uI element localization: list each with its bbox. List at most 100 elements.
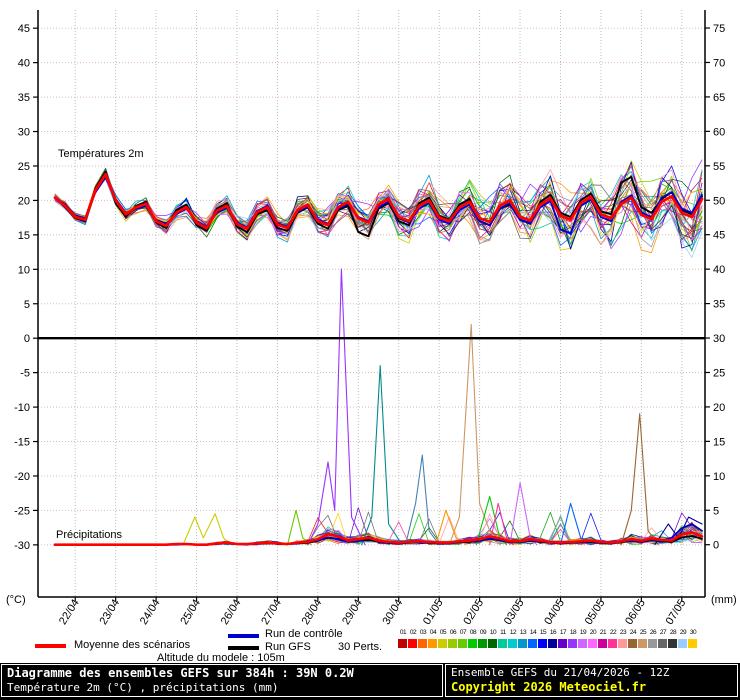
pert-number: 06 xyxy=(449,629,457,636)
pert-color-swatch xyxy=(408,639,417,648)
svg-text:(°C): (°C) xyxy=(6,594,26,606)
pert-color-swatch xyxy=(478,639,487,648)
pert-color-swatch xyxy=(618,639,627,648)
altitude-label: Altitude du modele : 105m xyxy=(157,652,285,664)
svg-text:30/04: 30/04 xyxy=(381,597,406,627)
svg-text:30: 30 xyxy=(18,127,30,139)
pert-color-swatch xyxy=(428,639,437,648)
chart-legend: Moyenne des scénarios Altitude du modele… xyxy=(0,626,740,664)
pert-color-swatch xyxy=(678,639,687,648)
pert-number: 24 xyxy=(629,629,637,636)
svg-text:01/05: 01/05 xyxy=(421,597,446,627)
svg-text:Précipitations: Précipitations xyxy=(56,529,123,541)
pert-color-swatch xyxy=(648,639,657,648)
svg-text:20: 20 xyxy=(18,195,30,207)
svg-text:50: 50 xyxy=(713,195,725,207)
svg-text:70: 70 xyxy=(713,57,725,69)
pert-color-swatch xyxy=(418,639,427,648)
svg-text:29/04: 29/04 xyxy=(340,597,365,627)
svg-text:15: 15 xyxy=(713,436,725,448)
svg-text:30: 30 xyxy=(713,333,725,345)
svg-text:28/04: 28/04 xyxy=(300,597,325,627)
chart-title: Diagramme des ensembles GEFS sur 384h : … xyxy=(7,666,354,680)
svg-text:07/05: 07/05 xyxy=(664,597,689,627)
pert-number: 01 xyxy=(399,629,407,636)
pert-number: 25 xyxy=(639,629,647,636)
svg-text:26/04: 26/04 xyxy=(219,597,244,627)
pert-color-swatch xyxy=(398,639,407,648)
pert-color-swatch xyxy=(658,639,667,648)
svg-text:23/04: 23/04 xyxy=(97,597,122,627)
svg-text:02/05: 02/05 xyxy=(461,597,486,627)
svg-text:20: 20 xyxy=(713,402,725,414)
pert-number: 27 xyxy=(659,629,667,636)
pert-number: 10 xyxy=(489,629,497,636)
footer-right-box: Ensemble GEFS du 21/04/2026 - 12Z Copyri… xyxy=(445,664,738,697)
legend-control-label: Run de contrôle xyxy=(265,628,343,640)
svg-text:35: 35 xyxy=(18,92,30,104)
svg-text:05/05: 05/05 xyxy=(583,597,608,627)
pert-color-swatch xyxy=(528,639,537,648)
svg-text:03/05: 03/05 xyxy=(502,597,527,627)
pert-number: 30 xyxy=(689,629,697,636)
svg-text:04/05: 04/05 xyxy=(542,597,567,627)
pert-number: 17 xyxy=(559,629,567,636)
chart-subtitle: Température 2m (°C) , précipitations (mm… xyxy=(7,681,279,694)
pert-number: 09 xyxy=(479,629,487,636)
legend-perts-label: 30 Perts. xyxy=(338,641,383,653)
pert-color-swatch xyxy=(688,639,697,648)
pert-number: 15 xyxy=(539,629,547,636)
pert-color-swatch xyxy=(468,639,477,648)
pert-color-swatch xyxy=(438,639,447,648)
svg-text:0: 0 xyxy=(24,333,30,345)
svg-text:45: 45 xyxy=(18,23,30,35)
pert-number: 13 xyxy=(519,629,527,636)
pert-color-swatch xyxy=(628,639,637,648)
run-info: Ensemble GEFS du 21/04/2026 - 12Z xyxy=(451,666,670,679)
svg-text:15: 15 xyxy=(18,230,30,242)
pert-color-swatch xyxy=(498,639,507,648)
svg-text:55: 55 xyxy=(713,161,725,173)
pert-color-swatch xyxy=(558,639,567,648)
pert-color-swatch xyxy=(448,639,457,648)
mean-line-swatch xyxy=(35,644,66,648)
pert-swatches-row xyxy=(398,639,698,648)
svg-text:(mm): (mm) xyxy=(711,594,737,606)
pert-number: 07 xyxy=(459,629,467,636)
pert-number: 22 xyxy=(609,629,617,636)
pert-number: 16 xyxy=(549,629,557,636)
pert-color-swatch xyxy=(508,639,517,648)
footer-left-box: Diagramme des ensembles GEFS sur 384h : … xyxy=(1,664,443,697)
copyright: Copyright 2026 Meteociel.fr xyxy=(451,680,647,694)
pert-number: 08 xyxy=(469,629,477,636)
svg-text:-15: -15 xyxy=(14,437,30,449)
pert-number: 26 xyxy=(649,629,657,636)
pert-number: 28 xyxy=(669,629,677,636)
pert-color-swatch xyxy=(458,639,467,648)
pert-color-swatch xyxy=(608,639,617,648)
ensemble-chart: 454035302520151050-5-10-15-20-25-3075706… xyxy=(6,10,737,627)
pert-number: 21 xyxy=(599,629,607,636)
svg-text:24/04: 24/04 xyxy=(138,597,163,627)
svg-text:06/05: 06/05 xyxy=(623,597,648,627)
pert-number: 23 xyxy=(619,629,627,636)
pert-color-swatch xyxy=(638,639,647,648)
svg-text:25: 25 xyxy=(713,367,725,379)
control-line-swatch xyxy=(228,634,259,638)
footer-bar: Diagramme des ensembles GEFS sur 384h : … xyxy=(0,663,740,700)
pert-number: 04 xyxy=(429,629,437,636)
svg-text:22/04: 22/04 xyxy=(57,597,82,627)
pert-color-swatch xyxy=(518,639,527,648)
pert-color-swatch xyxy=(538,639,547,648)
svg-text:-20: -20 xyxy=(14,471,30,483)
svg-text:Températures 2m: Températures 2m xyxy=(58,148,144,160)
pert-color-swatch xyxy=(598,639,607,648)
pert-number: 14 xyxy=(529,629,537,636)
pert-color-swatch xyxy=(488,639,497,648)
svg-text:5: 5 xyxy=(713,505,719,517)
svg-text:60: 60 xyxy=(713,126,725,138)
svg-text:-10: -10 xyxy=(14,402,30,414)
svg-text:75: 75 xyxy=(713,23,725,35)
legend-mean-label: Moyenne des scénarios xyxy=(74,639,191,651)
